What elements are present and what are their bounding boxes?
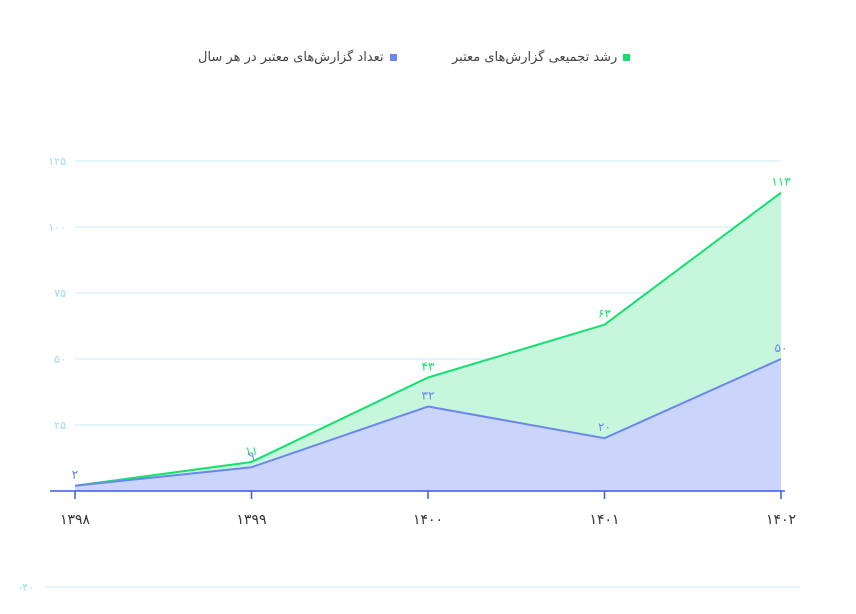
x-tick-label: ۱۴۰۲: [766, 512, 796, 528]
x-tick-label: ۱۴۰۱: [589, 512, 619, 528]
y-tick-label-extra: -۴۰: [18, 581, 34, 594]
data-label: ۵۰: [775, 341, 788, 355]
x-tick-label: ۱۳۹۸: [60, 512, 91, 528]
y-tick-label: ۲۵: [54, 419, 66, 432]
data-label: ۴۳: [422, 359, 435, 373]
data-label: ۹: [248, 449, 254, 463]
y-tick-label: ۱۲۵: [48, 155, 66, 168]
data-label: ۱۱۳: [771, 175, 791, 189]
y-tick-label: ۵۰: [54, 353, 66, 366]
y-tick-label: ۷۵: [54, 287, 66, 300]
data-label: ۶۳: [598, 307, 611, 321]
x-tick-label: ۱۳۹۹: [236, 512, 266, 528]
x-tick-label: ۱۴۰۰: [413, 512, 443, 528]
data-label: ۲: [72, 468, 78, 482]
y-tick-label: ۱۰۰: [48, 221, 66, 234]
data-label: ۳۲: [422, 389, 435, 403]
data-label: ۲۰: [598, 420, 611, 434]
